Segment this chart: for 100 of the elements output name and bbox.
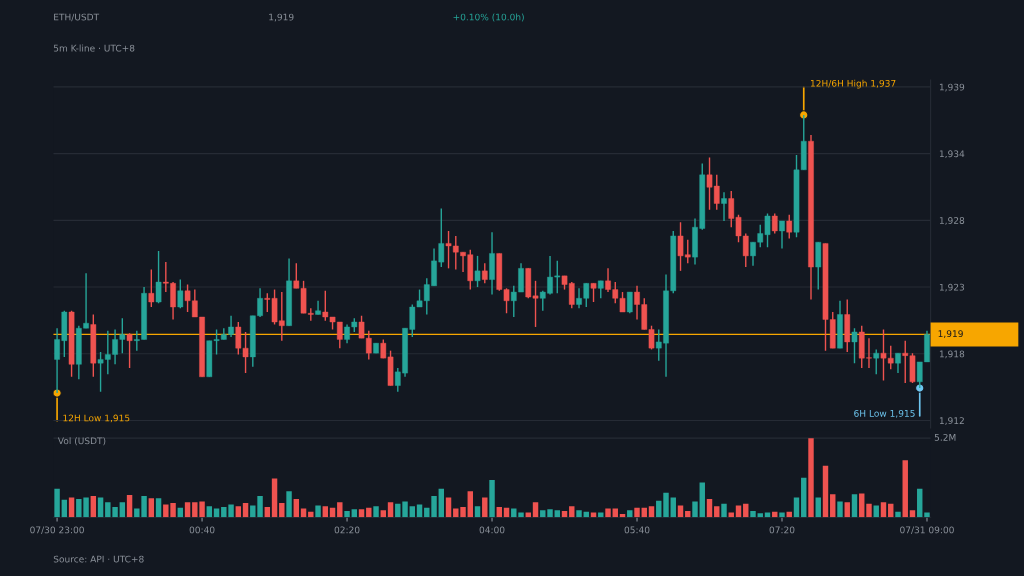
bar: [779, 512, 785, 518]
x-tick-label: 07/31 09:00: [900, 526, 954, 534]
bar: [706, 499, 713, 518]
bar: [68, 497, 75, 518]
candlestick: [126, 332, 133, 369]
bar: [315, 505, 321, 518]
x-tick-label: 07:20: [769, 526, 795, 534]
bar: [866, 503, 872, 518]
x-tick-label: 04:00: [479, 526, 505, 534]
bar: [873, 505, 879, 518]
bar: [351, 509, 358, 518]
bar: [409, 506, 416, 518]
candlestick: [873, 348, 880, 376]
candlestick: [481, 262, 488, 285]
bar: [822, 465, 829, 518]
y-tick-label: 1,928: [939, 217, 965, 225]
candlestick: [148, 268, 155, 308]
chart-title: Vol (USDT): [57, 437, 106, 446]
bar: [830, 494, 836, 518]
bar: [815, 497, 821, 518]
bar: [721, 503, 727, 518]
chart-title: ETH/USDT: [54, 13, 100, 22]
bar: [917, 488, 923, 518]
bar: [924, 512, 930, 518]
candlestick: [786, 214, 793, 240]
bar: [627, 510, 633, 518]
bar: [547, 509, 553, 518]
bar: [554, 510, 560, 518]
bar: [808, 438, 814, 518]
bar: [242, 503, 249, 518]
bar: [714, 506, 720, 518]
y-tick-label: 1,923: [939, 283, 965, 292]
bar: [344, 510, 350, 518]
bar: [532, 502, 539, 518]
bar: [540, 510, 546, 518]
bar: [576, 510, 582, 518]
bar: [474, 506, 481, 518]
bar: [286, 491, 292, 518]
bar: [757, 513, 763, 518]
candlestick: [177, 278, 184, 309]
candlestick: [771, 212, 778, 235]
bar: [569, 506, 575, 518]
ref-line-label: 5.2M: [934, 433, 956, 441]
bar: [909, 510, 916, 518]
bar: [387, 502, 394, 518]
bar: [206, 506, 213, 518]
candlestick: [155, 250, 162, 304]
bar: [293, 499, 300, 518]
bar: [663, 492, 669, 518]
x-tick-label: 02:20: [334, 526, 360, 534]
bar: [699, 482, 705, 518]
bar: [482, 497, 488, 518]
bar: [851, 494, 858, 518]
bar: [126, 495, 133, 518]
annotation: 12H/6H High 1,937: [810, 79, 896, 89]
bar: [279, 503, 285, 518]
bar: [605, 508, 611, 518]
source-note: Source: API · UTC+8: [53, 555, 144, 563]
annotation: 6H Low 1,915: [854, 409, 915, 418]
bar: [373, 506, 379, 518]
candlestick: [315, 300, 321, 316]
bar: [837, 501, 843, 518]
bar: [844, 502, 850, 518]
y-tick-label: 1,912: [939, 417, 964, 425]
x-tick-label: 00:40: [189, 526, 215, 534]
bar: [155, 498, 162, 518]
bar: [271, 478, 278, 518]
bar: [467, 491, 473, 518]
bar: [670, 497, 676, 518]
bar: [895, 511, 901, 518]
y-tick-label: 1,918: [939, 350, 965, 359]
bar: [380, 510, 387, 518]
bar: [119, 502, 126, 518]
bar: [308, 511, 314, 518]
bar: [902, 460, 908, 518]
candlestick: [851, 327, 858, 364]
bar: [634, 507, 640, 518]
candlestick: [721, 191, 727, 222]
candlestick: [590, 282, 597, 303]
bar: [337, 502, 343, 518]
candlestick: [779, 220, 785, 250]
text: +0.10% (10.0h): [453, 13, 524, 22]
text: 1,919: [269, 13, 294, 22]
bar: [648, 506, 655, 518]
candlestick: [895, 352, 901, 374]
ref-line-label: 1,919: [938, 330, 963, 338]
bar: [90, 495, 97, 518]
bar: [322, 506, 329, 518]
bar: [148, 498, 155, 518]
bar: [54, 488, 60, 518]
candlestick: [474, 255, 481, 288]
bar: [438, 488, 445, 518]
bar: [735, 505, 742, 518]
bar: [801, 477, 807, 518]
chart-subtitle: 5m K-line · UTC+8: [53, 44, 135, 52]
bar: [692, 501, 698, 518]
x-tick-label: 05:40: [624, 526, 650, 534]
bar: [677, 505, 684, 518]
bar: [518, 512, 524, 518]
bar: [184, 502, 191, 518]
